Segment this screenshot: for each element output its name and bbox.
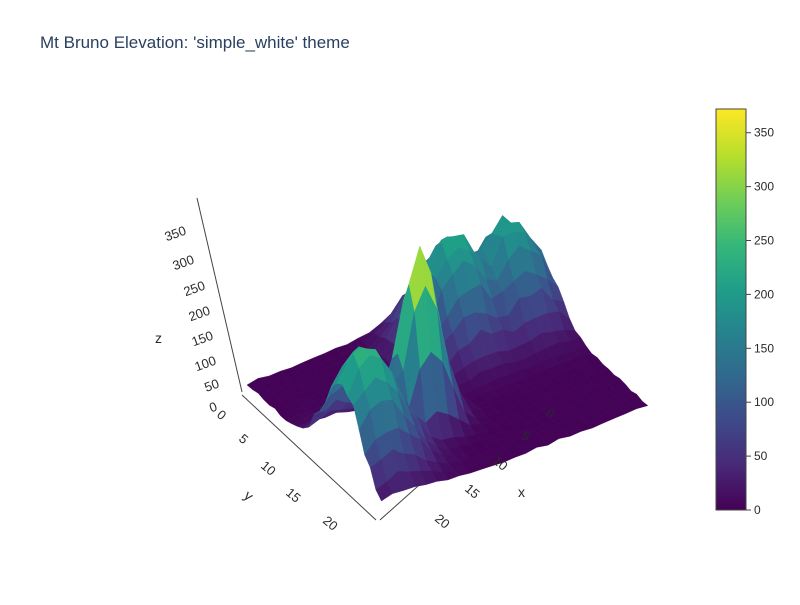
x-tick-label: 20 — [432, 511, 453, 532]
y-tick-labels: 0 5 10 15 20 — [214, 407, 341, 534]
z-tick-label: 200 — [187, 303, 213, 325]
colorbar: 0 50 100 150 200 250 300 350 — [715, 108, 774, 517]
z-tick-label: 250 — [182, 278, 208, 300]
z-tick-labels: 0 50 100 150 200 250 300 350 — [163, 223, 222, 416]
colorbar-tick-label: 350 — [754, 126, 774, 140]
colorbar-tick-label: 0 — [754, 503, 761, 517]
y-tick-label: 20 — [320, 513, 341, 534]
surface-mesh — [246, 215, 649, 502]
colorbar-tick-label: 300 — [754, 180, 774, 194]
x-axis-title: x — [518, 484, 525, 500]
z-tick-label: 150 — [190, 328, 216, 350]
z-tick-label: 100 — [193, 353, 219, 375]
z-axis-title: z — [155, 330, 162, 346]
x-tick-label: 15 — [462, 481, 483, 502]
z-tick-label: 350 — [163, 223, 189, 245]
colorbar-tick-label: 100 — [754, 395, 774, 409]
z-tick-label: 300 — [171, 252, 197, 274]
z-tick-label: 0 — [207, 399, 219, 416]
colorbar-tick-label: 250 — [754, 234, 774, 248]
colorbar-gradient — [715, 108, 747, 511]
y-tick-label: 5 — [236, 431, 251, 447]
y-axis-title: y — [241, 487, 257, 504]
z-axis-line — [196, 197, 243, 393]
y-tick-label: 10 — [258, 458, 279, 479]
y-tick-label: 15 — [283, 485, 304, 506]
y-axis-line — [241, 394, 377, 521]
z-tick-label: 50 — [202, 376, 221, 395]
colorbar-tick-label: 150 — [754, 341, 774, 355]
surface-patch — [375, 481, 393, 502]
chart-title: Mt Bruno Elevation: 'simple_white' theme — [40, 33, 350, 52]
colorbar-tick-label: 200 — [754, 287, 774, 301]
colorbar-tick-label: 50 — [754, 449, 768, 463]
